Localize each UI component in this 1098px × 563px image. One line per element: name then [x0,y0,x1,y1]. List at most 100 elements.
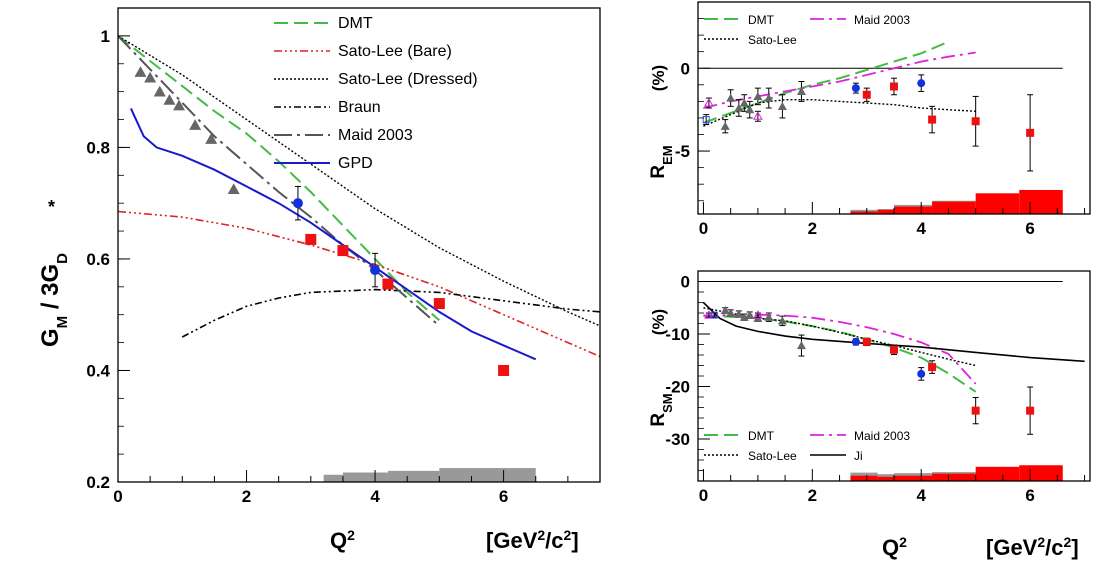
gm-curve-gpd [129,107,537,361]
rem-sys-red-4 [975,193,1020,214]
rem-xtick-label-1: 2 [808,219,817,238]
gm-triangle-point-7 [227,183,240,195]
rem-sys-red-2 [894,206,933,214]
rsm-square-point-1 [890,345,898,354]
rem-yunit: (%) [649,65,668,91]
gm-legend-label-4: Maid 2003 [338,127,413,144]
rem-ytick-label-1: -5 [675,142,690,161]
gm-xlabel: Q2 [330,527,355,553]
rem-square-point-0 [862,90,871,99]
rsm-sys-red-0 [850,475,878,481]
svg-text:GM / 3GD: GM / 3GD [37,253,71,347]
gm-square-point-3 [433,298,445,310]
rem-triangle-point-8 [796,86,806,96]
rsm-xtick-label-2: 4 [916,486,926,505]
rsm-triangle-point-2 [734,309,744,318]
gm-legend-label-5: GPD [338,155,373,172]
rsm-sys-red-4 [975,466,1020,481]
gm-ylabel-star: * [48,197,55,217]
rem-triangle-point-3 [739,98,749,107]
rsm-ytick-label-2: -20 [665,378,690,397]
gm-triangle-point-3 [163,94,176,105]
rsm-open-point-1 [710,311,718,319]
gm-circle-point-0 [292,198,303,209]
rsm-sys-red-2 [894,475,933,481]
rsm-triangle-point-3 [739,312,749,321]
rem-legend-label-0: DMT [748,13,775,27]
gm-square-point-2 [382,278,394,290]
rsm-open-point-2 [753,310,763,319]
svg-text:REM: REM [648,145,675,178]
rsm-ylabel: RSM [648,393,675,426]
rsm-square-point-2 [928,363,937,372]
rsm-ytick-label-1: -10 [665,325,690,344]
rsm-circle-point-0 [851,337,860,346]
rsm-triangle-point-1 [726,308,736,317]
gm-curve-maid [118,35,440,327]
rsm-triangle-point-6 [764,312,774,321]
gm-triangle-point-6 [205,133,218,144]
gm-legend-label-0: DMT [338,15,373,32]
gm-ylabel: GM / 3GD [37,253,71,347]
gm-circle-point-1 [370,265,381,276]
rem-square-point-1 [890,82,898,91]
gm-sys-band-3 [387,470,440,482]
gm-unit: [GeV2/c2] [486,527,579,553]
rsm-triangle-point-7 [777,316,787,325]
rsm-plot-area [702,281,1085,481]
rsm-xlabel: Q2 [882,534,907,560]
gm-square-point-0 [305,233,317,245]
rem-ylabel: REM [648,145,675,178]
rsm-legend-label-2: Sato-Lee [748,449,797,463]
rsm-yunit: (%) [649,309,668,335]
gm-xtick-label-0: 0 [113,487,122,506]
rem-sys-red-5 [1019,189,1063,214]
svg-text:(%): (%) [649,65,668,91]
gm-ytick-label-1: 0.4 [86,361,110,380]
rem-triangle-point-2 [734,103,744,112]
rem-xtick-label-0: 0 [699,219,708,238]
rsm-square-point-4 [1026,406,1035,415]
rem-triangle-point-1 [726,93,736,102]
rem-open-point-2 [753,111,763,120]
rem-circle-point-0 [851,84,860,93]
gm-xtick-label-2: 4 [370,487,380,506]
rsm-square-point-3 [971,406,980,415]
rsm-triangle-point-8 [796,341,806,350]
rsm-circle-point-1 [917,369,926,378]
gm-xtick-label-3: 6 [499,487,508,506]
rem-triangle-point-7 [777,101,787,110]
gm-curve-satoDressed [118,35,600,327]
gm-sys-band-4 [439,468,536,482]
rsm-xtick-label-1: 2 [808,486,817,505]
gm-frame [117,7,601,483]
rsm-sys-red-3 [932,473,976,481]
rem-plot-area [702,40,1063,214]
gm-ytick-label-0: 0.2 [86,473,110,492]
rsm-sys-red-1 [877,476,894,481]
rsm-legend-label-1: Maid 2003 [854,429,910,443]
rsm-triangle-point-0 [720,305,730,314]
gm-triangle-point-0 [134,66,147,77]
rem-open-point-1 [702,116,710,124]
gm-triangle-point-1 [144,71,157,83]
rem-xtick-label-2: 4 [916,219,926,238]
rem-sys-red-0 [850,211,878,214]
rsm-curve-dmt [703,314,977,393]
rem-legend-label-2: Sato-Lee [748,33,797,47]
gm-square-point-4 [498,364,510,376]
rsm-xtick-label-3: 6 [1025,486,1034,505]
svg-text:RSM: RSM [648,393,675,426]
gm-triangle-point-2 [153,85,166,97]
rem-square-point-3 [971,117,980,126]
rem-ytick-label-0: 0 [681,59,690,78]
gm-triangle-point-5 [189,119,202,130]
rsm-unit: [GeV2/c2] [986,534,1079,560]
rsm-ytick-label-3: -30 [665,430,690,449]
rem-triangle-point-4 [745,105,755,114]
gm-square-point-1 [337,245,349,257]
rem-curve-maidR [703,51,976,109]
rsm-panel: 0 2 4 6 0 -10 -20 -30 DMT Maid 2003 Sato-Lee Ji [665,270,1091,505]
gm-curve-braun [181,288,600,338]
